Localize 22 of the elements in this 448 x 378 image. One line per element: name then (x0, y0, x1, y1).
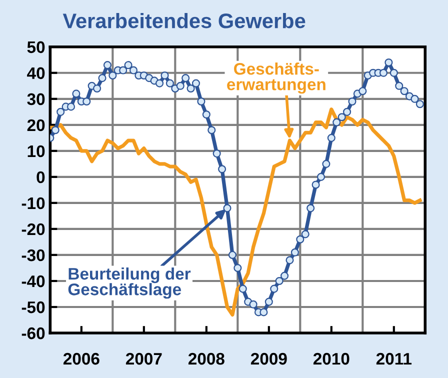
y-tick-label: 30 (27, 93, 45, 106)
x-tick-label: 2006 (63, 352, 100, 365)
y-tick-label: -40 (22, 275, 45, 288)
y-tick-label: -10 (22, 197, 45, 210)
y-tick-label: 0 (36, 171, 45, 184)
y-tick-label: 40 (27, 67, 45, 80)
y-tick-label: 50 (27, 41, 45, 54)
x-tick-label: 2010 (313, 352, 350, 365)
x-tick-label: 2008 (188, 352, 224, 365)
x-tick-label: 2011 (376, 352, 412, 365)
y-tick-label: 20 (27, 119, 45, 132)
x-tick-label: 2009 (250, 352, 287, 365)
y-tick-label: -30 (22, 249, 45, 262)
annotation: Beurteilung der Geschäftslage (68, 267, 191, 299)
y-tick-label: -50 (22, 301, 45, 314)
line-series (50, 108, 422, 317)
x-tick-label: 2007 (126, 352, 162, 365)
y-tick-label: 10 (28, 145, 45, 158)
chart-title: Verarbeitendes Gewerbe (62, 12, 306, 28)
y-tick-label: -60 (22, 327, 45, 340)
y-tick-label: -20 (22, 223, 45, 236)
annotation: Geschäfts- erwartungen (227, 62, 326, 94)
